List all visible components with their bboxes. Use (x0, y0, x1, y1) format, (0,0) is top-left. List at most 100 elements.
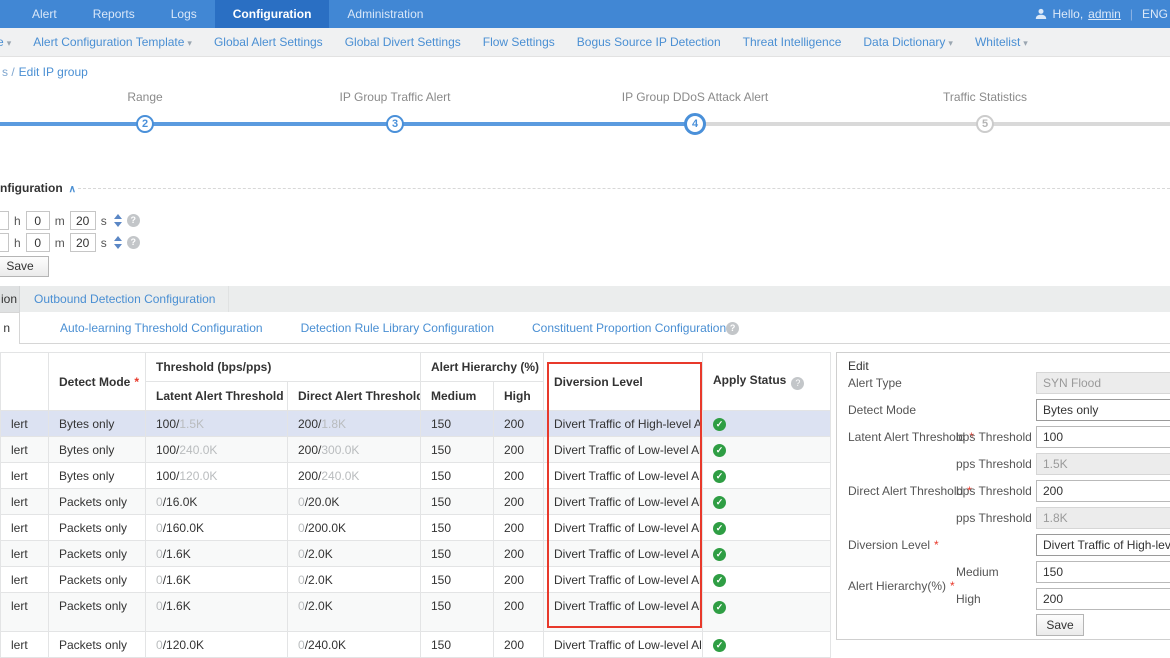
subnav-item-whitelist[interactable]: Whitelist▾ (964, 35, 1039, 49)
step-circle-4[interactable]: 4 (684, 113, 706, 135)
subnav-item-bogus-source-ip-detection[interactable]: Bogus Source IP Detection (566, 35, 732, 49)
minutes-unit-label: m (55, 214, 65, 228)
spinner-stepper[interactable] (114, 236, 122, 249)
page: { "icons": { "help": "?", "check": "✓", … (0, 0, 1170, 650)
apply-status-ok-icon: ✓ (713, 574, 726, 587)
step-circle-3[interactable]: 3 (386, 115, 404, 133)
edit-save-button[interactable]: Save (1036, 614, 1084, 636)
table-row[interactable]: lert Packets only 0/160.0K 0/200.0K 150 … (1, 515, 831, 541)
hours-unit-label: h (14, 236, 21, 250)
edit-panel: Edit Alert Type Detect Mode Bytes only L… (836, 352, 1170, 640)
wizard-stepper: Range IP Group Traffic Alert IP Group DD… (0, 88, 1170, 148)
help-icon[interactable]: ? (127, 236, 140, 249)
subnav-item-threat-intelligence[interactable]: Threat Intelligence (732, 35, 853, 49)
step-circle-2[interactable]: 2 (136, 115, 154, 133)
minutes-input[interactable] (26, 233, 50, 252)
column-group-alert-hierarchy: Alert Hierarchy (%) (421, 353, 544, 382)
column-detect-mode: Detect Mode* (49, 353, 146, 411)
table-row[interactable]: lert Packets only 0/1.6K 0/2.0K 150 200 … (1, 567, 831, 593)
pps-threshold-label: pps Threshold (956, 457, 1032, 471)
tab-auto-learning-threshold-configuration[interactable]: Auto-learning Threshold Configuration (60, 321, 263, 335)
minutes-unit-label: m (55, 236, 65, 250)
alert-type-field (1036, 372, 1170, 394)
latent-bps-input[interactable] (1036, 426, 1170, 448)
seconds-unit-label: s (101, 214, 107, 228)
column-apply-status: Apply Status? (703, 353, 831, 411)
nav-item-alert[interactable]: Alert (14, 0, 75, 28)
spinner-stepper[interactable] (114, 214, 122, 227)
detection-tab-strip: ion Outbound Detection Configuration (0, 286, 1170, 312)
tab-constituent-proportion-configuration[interactable]: Constituent Proportion Configuration? (532, 321, 739, 335)
step-label-ip-group-traffic-alert: IP Group Traffic Alert (340, 90, 451, 104)
subnav-item-global-divert-settings[interactable]: Global Divert Settings (334, 35, 472, 49)
hours-input[interactable] (0, 211, 9, 230)
table-row[interactable]: lert Packets only 0/1.6K 0/2.0K 150 200 … (1, 541, 831, 567)
medium-input[interactable] (1036, 561, 1170, 583)
alert-hierarchy-label: Alert Hierarchy(%)* (848, 579, 955, 593)
time-setting-row-2: h m s ? (0, 233, 140, 252)
pps-threshold-label: pps Threshold (956, 511, 1032, 525)
table-row[interactable]: lert Packets only 0/1.6K 0/2.0K 150 200 … (1, 593, 831, 632)
nav-item-administration[interactable]: Administration (329, 0, 441, 28)
edit-panel-title: Edit (848, 359, 869, 373)
subnav-item-alert-configuration-template[interactable]: Alert Configuration Template▾ (22, 35, 203, 49)
column-alert-name (1, 353, 49, 411)
table-row[interactable]: lert Packets only 0/16.0K 0/20.0K 150 20… (1, 489, 831, 515)
tab-inbound-detection-fragment[interactable]: ion (0, 286, 20, 312)
subnav-item-data-dictionary[interactable]: Data Dictionary▾ (852, 35, 964, 49)
subnav-item-fragment[interactable]: e▾ (0, 35, 22, 49)
nav-item-configuration[interactable]: Configuration (215, 0, 330, 28)
help-icon[interactable]: ? (127, 214, 140, 227)
diversion-level-label: Diversion Level* (848, 538, 939, 552)
detect-mode-select[interactable]: Bytes only (1036, 399, 1170, 421)
apply-status-ok-icon: ✓ (713, 522, 726, 535)
save-button[interactable]: Save (0, 256, 49, 277)
help-icon[interactable]: ? (791, 377, 804, 390)
subnav-item-global-alert-settings[interactable]: Global Alert Settings (203, 35, 334, 49)
latent-alert-threshold-label: Latent Alert Threshold* (848, 430, 974, 444)
breadcrumb-prefix[interactable]: s / (2, 65, 15, 79)
tab-active-fragment[interactable]: n (0, 312, 20, 344)
nav-item-logs[interactable]: Logs (153, 0, 215, 28)
username-link[interactable]: admin (1088, 7, 1121, 21)
chevron-down-icon: ▾ (1023, 38, 1028, 48)
detect-mode-label: Detect Mode (848, 403, 916, 417)
step-circle-5[interactable]: 5 (976, 115, 994, 133)
help-icon[interactable]: ? (726, 322, 739, 335)
high-input[interactable] (1036, 588, 1170, 610)
seconds-input[interactable] (70, 233, 96, 252)
subnav-item-flow-settings[interactable]: Flow Settings (472, 35, 566, 49)
alert-threshold-table: Detect Mode* Threshold (bps/pps) Alert H… (0, 352, 830, 658)
breadcrumb: s /Edit IP group (2, 65, 88, 79)
direct-bps-input[interactable] (1036, 480, 1170, 502)
step-label-traffic-statistics: Traffic Statistics (943, 90, 1027, 104)
seconds-input[interactable] (70, 211, 96, 230)
section-header[interactable]: nfiguration∧ (0, 181, 76, 195)
apply-status-ok-icon: ✓ (713, 601, 726, 614)
apply-status-ok-icon: ✓ (713, 418, 726, 431)
hours-input[interactable] (0, 233, 9, 252)
table-row[interactable]: lert Bytes only 100/240.0K 200/300.0K 15… (1, 437, 831, 463)
latent-pps-input (1036, 453, 1170, 475)
apply-status-ok-icon: ✓ (713, 639, 726, 652)
sub-nav: e▾ Alert Configuration Template▾ Global … (0, 28, 1170, 57)
table-row[interactable]: lert Bytes only 100/1.5K 200/1.8K 150 20… (1, 411, 831, 437)
step-label-range: Range (127, 90, 162, 104)
nav-item-reports[interactable]: Reports (75, 0, 153, 28)
apply-status-ok-icon: ✓ (713, 444, 726, 457)
step-label-ip-group-ddos-attack-alert: IP Group DDoS Attack Alert (622, 90, 769, 104)
tab-detection-rule-library-configuration[interactable]: Detection Rule Library Configuration (301, 321, 494, 335)
nav-spacer (441, 0, 1035, 28)
section-divider (78, 188, 1170, 189)
medium-label: Medium (956, 565, 999, 579)
top-nav: Alert Reports Logs Configuration Adminis… (0, 0, 1170, 28)
chevron-down-icon: ▾ (7, 38, 12, 48)
user-divider: | (1126, 7, 1137, 21)
tab-outbound-detection-configuration[interactable]: Outbound Detection Configuration (21, 286, 229, 312)
table-row[interactable]: lert Packets only 0/120.0K 0/240.0K 150 … (1, 632, 831, 658)
direct-alert-threshold-label: Direct Alert Threshold* (848, 484, 972, 498)
diversion-level-select[interactable]: Divert Traffic of High-level Alert (1036, 534, 1170, 556)
minutes-input[interactable] (26, 211, 50, 230)
language-link[interactable]: ENG (1142, 7, 1168, 21)
table-row[interactable]: lert Bytes only 100/120.0K 200/240.0K 15… (1, 463, 831, 489)
